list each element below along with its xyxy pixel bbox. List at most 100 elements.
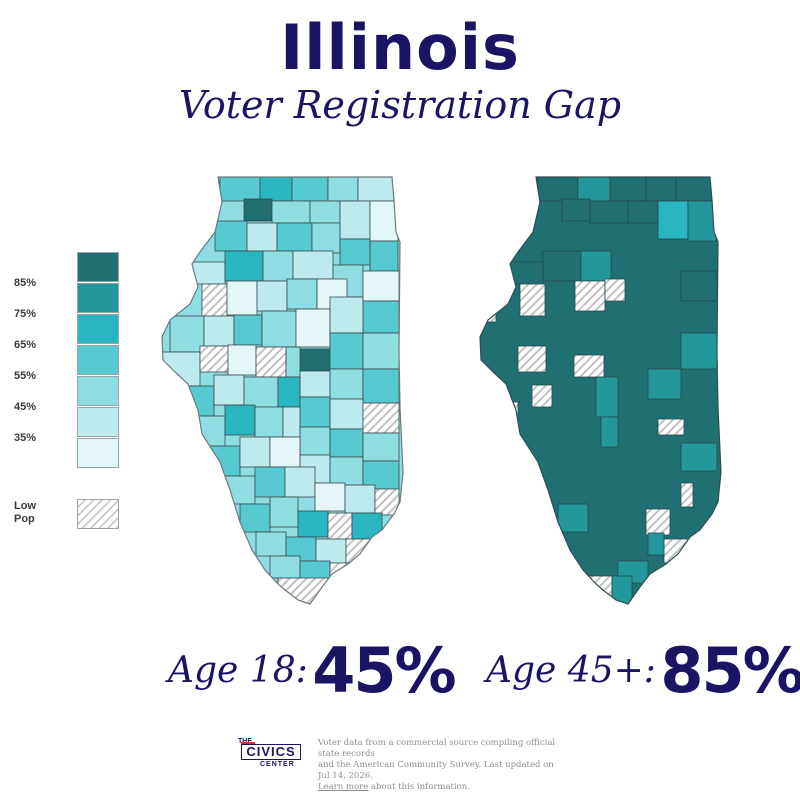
legend-label-65: 65% [14, 339, 37, 351]
county [589, 200, 629, 224]
footer: THE CIVICS CENTER Voter data from a comm… [238, 736, 698, 792]
county [611, 575, 633, 604]
county [219, 177, 261, 202]
county [299, 348, 331, 372]
county [357, 177, 397, 202]
county [243, 198, 273, 222]
state-outline [161, 176, 404, 605]
legend-swatch-65 [77, 345, 119, 375]
county [209, 445, 241, 477]
county [609, 177, 647, 202]
learn-more-link[interactable]: Learn more [318, 782, 369, 792]
county [256, 280, 288, 312]
county [675, 177, 715, 202]
county [262, 250, 294, 282]
county [169, 315, 205, 353]
county [282, 406, 301, 438]
county [246, 222, 278, 252]
county [329, 428, 364, 458]
age-45-map [479, 176, 722, 605]
county [309, 200, 341, 224]
county [239, 503, 271, 533]
county [374, 488, 400, 516]
county [259, 177, 293, 202]
legend-swatch-45 [77, 407, 119, 437]
county [657, 418, 685, 436]
county [362, 432, 400, 462]
county [645, 177, 677, 202]
county [351, 512, 383, 540]
county [314, 482, 346, 512]
county [297, 510, 329, 538]
legend-swatch-55 [77, 376, 119, 406]
age-45-value: 85% [660, 634, 800, 707]
legend-swatch-85 [77, 283, 119, 313]
county [276, 222, 313, 252]
county [627, 200, 659, 224]
county [224, 250, 264, 282]
county [277, 577, 329, 604]
county [284, 466, 316, 498]
county [286, 278, 318, 310]
state-outline [479, 176, 722, 605]
data-source-note: Voter data from a commercial source comp… [318, 738, 556, 792]
county [254, 466, 286, 498]
county [295, 308, 331, 348]
county [580, 250, 612, 282]
age-45-label: Age 45+: [486, 650, 656, 691]
county [537, 177, 579, 202]
county [199, 345, 229, 373]
county [243, 376, 279, 408]
county [680, 270, 718, 302]
county [542, 250, 582, 282]
county [327, 512, 353, 540]
legend-swatch-top [77, 252, 119, 282]
age-18-value: 45% [312, 634, 456, 707]
county [261, 310, 297, 348]
county [201, 283, 228, 317]
legend-label-55: 55% [14, 370, 37, 382]
county [507, 261, 544, 285]
county [271, 200, 311, 224]
county [213, 374, 245, 406]
county [573, 354, 605, 378]
county [339, 238, 371, 266]
county [517, 345, 547, 373]
county [327, 177, 359, 202]
county [233, 314, 263, 346]
county [329, 368, 364, 400]
county [329, 332, 364, 370]
county [345, 538, 371, 564]
legend-swatch-75 [77, 314, 119, 344]
county [362, 332, 400, 370]
age-18-map [161, 176, 404, 605]
county [344, 484, 376, 514]
county [339, 200, 371, 240]
county [369, 240, 399, 272]
county [292, 250, 334, 280]
county [179, 385, 215, 417]
county [277, 376, 301, 408]
county [595, 376, 619, 418]
county [663, 538, 689, 564]
county [224, 404, 256, 436]
county [647, 532, 665, 556]
county [362, 270, 400, 302]
county [285, 536, 317, 562]
legend-low-pop-swatch [77, 499, 119, 529]
county [600, 416, 619, 448]
county [329, 456, 364, 486]
county [315, 538, 347, 564]
county [369, 200, 399, 242]
legend-label-85: 85% [14, 277, 37, 289]
county [255, 346, 287, 378]
county [657, 200, 689, 240]
civics-center-logo: THE CIVICS CENTER [238, 738, 306, 770]
county [362, 300, 400, 334]
county [687, 200, 717, 242]
legend-label-35: 35% [14, 432, 37, 444]
county [254, 406, 284, 438]
county [269, 436, 301, 468]
county [577, 177, 611, 202]
county [647, 368, 682, 400]
